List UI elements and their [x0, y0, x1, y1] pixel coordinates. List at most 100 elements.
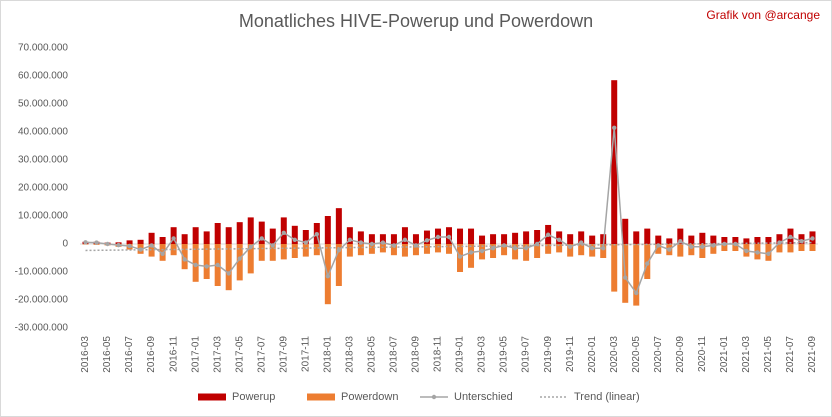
x-tick-label: 2020-03 — [609, 336, 620, 373]
x-tick-label: 2019-01 — [455, 336, 466, 373]
diff-point — [204, 264, 209, 269]
bar — [258, 221, 265, 244]
x-tick-label: 2018-05 — [367, 336, 378, 373]
bar — [611, 244, 618, 292]
diff-point — [512, 246, 518, 251]
bar — [324, 216, 331, 244]
bar — [357, 231, 364, 244]
bar — [688, 244, 695, 256]
x-tick-label: 2019-05 — [499, 336, 510, 373]
diff-point — [182, 257, 187, 262]
bar — [434, 244, 441, 253]
bar — [390, 244, 397, 256]
x-tick-label: 2017-09 — [278, 336, 289, 373]
x-tick-label: 2017-03 — [212, 336, 223, 373]
diff-point — [755, 250, 760, 255]
y-tick-label: 60.000.000 — [18, 71, 68, 82]
diff-point — [601, 246, 606, 251]
bar — [776, 244, 783, 253]
diff-point — [336, 247, 342, 253]
x-tick-label: 2020-11 — [697, 336, 708, 372]
bar — [401, 227, 408, 244]
bar — [567, 244, 574, 257]
diff-point — [105, 241, 110, 247]
diff-point — [589, 246, 595, 251]
bar — [578, 244, 585, 256]
bar — [633, 244, 640, 306]
x-tick-label: 2016-07 — [124, 336, 135, 373]
bar — [523, 244, 530, 261]
bar — [379, 244, 386, 253]
diff-point — [138, 247, 143, 252]
x-tick-label: 2017-05 — [234, 336, 245, 373]
bar — [357, 244, 364, 256]
legend-label: Powerdown — [341, 391, 398, 403]
diff-point — [314, 232, 320, 237]
bar — [203, 244, 210, 279]
bar — [600, 244, 607, 258]
bar — [446, 244, 452, 254]
bar — [490, 244, 497, 258]
bar — [721, 244, 728, 251]
y-tick-label: 70.000.000 — [18, 43, 68, 54]
bar — [137, 239, 144, 244]
diff-point — [171, 236, 176, 241]
diff-point — [744, 248, 749, 254]
x-tick-label: 2019-07 — [521, 336, 532, 373]
bar — [677, 244, 684, 257]
x-tick-label: 2018-09 — [411, 336, 422, 373]
bar — [699, 232, 706, 244]
bar — [622, 218, 629, 244]
bar — [291, 244, 298, 258]
bar — [523, 231, 530, 244]
bar — [302, 244, 309, 257]
bar — [390, 234, 397, 244]
x-tick-label: 2017-01 — [190, 336, 201, 373]
bar — [181, 234, 188, 244]
bar — [401, 244, 408, 257]
bar — [743, 238, 750, 244]
diff-point — [479, 248, 485, 254]
bar — [346, 244, 353, 257]
diff-point — [215, 262, 220, 268]
bar — [589, 235, 596, 244]
diff-point — [358, 240, 364, 245]
diff-point — [424, 238, 430, 243]
x-tick-label: 2020-07 — [653, 336, 664, 373]
bar — [423, 244, 430, 254]
diff-point — [810, 236, 815, 241]
x-tick-label: 2017-07 — [256, 336, 267, 373]
bar — [236, 222, 243, 244]
diff-point — [149, 243, 154, 248]
bar — [368, 234, 375, 244]
legend-label: Trend (linear) — [574, 391, 640, 403]
bar — [754, 237, 761, 244]
y-tick-label: -20.000.000 — [15, 295, 69, 306]
bar — [269, 244, 276, 261]
y-tick-label: -10.000.000 — [15, 267, 69, 278]
diff-point — [347, 237, 353, 242]
diff-point — [678, 239, 683, 244]
x-tick-label: 2020-01 — [587, 336, 598, 373]
diff-point — [667, 247, 672, 252]
legend-swatch — [431, 394, 437, 400]
diff-point — [446, 234, 452, 240]
bar — [633, 231, 640, 244]
diff-point — [689, 244, 694, 249]
y-tick-label: -30.000.000 — [15, 323, 69, 334]
diff-point — [127, 243, 132, 249]
bar — [710, 244, 717, 254]
diff-point — [116, 242, 121, 248]
diff-point — [523, 246, 529, 251]
diff-point — [556, 237, 562, 242]
x-tick-label: 2016-11 — [168, 336, 179, 372]
bar — [412, 244, 419, 256]
diff-point — [468, 250, 474, 255]
diff-point — [369, 241, 375, 247]
bar — [468, 244, 475, 268]
bar — [655, 235, 662, 244]
bar — [721, 237, 728, 244]
bar — [302, 230, 309, 244]
diff-point — [578, 240, 584, 245]
